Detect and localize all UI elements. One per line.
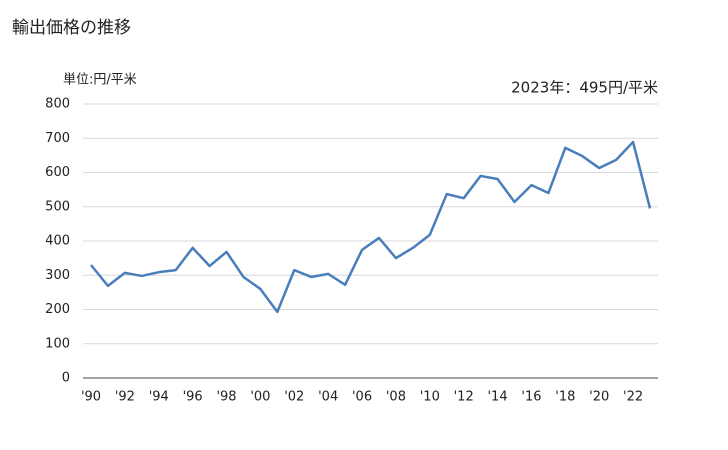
x-tick-label: '04 [318,390,338,405]
y-tick-label: 400 [45,234,70,249]
x-tick-label: '94 [149,390,169,405]
x-tick-label: '22 [623,390,643,405]
chart-title: 輸出価格の推移 [12,18,131,38]
x-tick-label: '12 [454,390,474,405]
x-tick-label: '10 [420,390,440,405]
x-tick-label: '02 [284,390,304,405]
y-tick-label: 700 [45,131,70,146]
y-tick-label: 500 [45,199,70,214]
x-tick-label: '20 [589,390,609,405]
y-tick-label: 200 [45,302,70,317]
x-tick-label: '92 [115,390,135,405]
x-tick-label: '08 [386,390,406,405]
x-tick-label: '16 [521,390,541,405]
x-tick-label: '96 [183,390,203,405]
x-tick-label: '90 [81,390,101,405]
data-line [90,140,652,314]
x-tick-label: '14 [487,390,507,405]
annotation: 2023年：495円/平米 [511,79,658,97]
x-tick-label: '00 [250,390,270,405]
x-tick-label: '06 [352,390,372,405]
y-tick-label: 100 [45,336,70,351]
x-tick-label: '18 [555,390,575,405]
x-tick-label: '98 [216,390,236,405]
y-axis-label: 単位:円/平米 [63,72,137,88]
y-tick-label: 800 [45,97,70,112]
y-tick-label: 600 [45,165,70,180]
y-tick-label: 300 [45,268,70,283]
y-tick-label: 0 [62,371,70,386]
